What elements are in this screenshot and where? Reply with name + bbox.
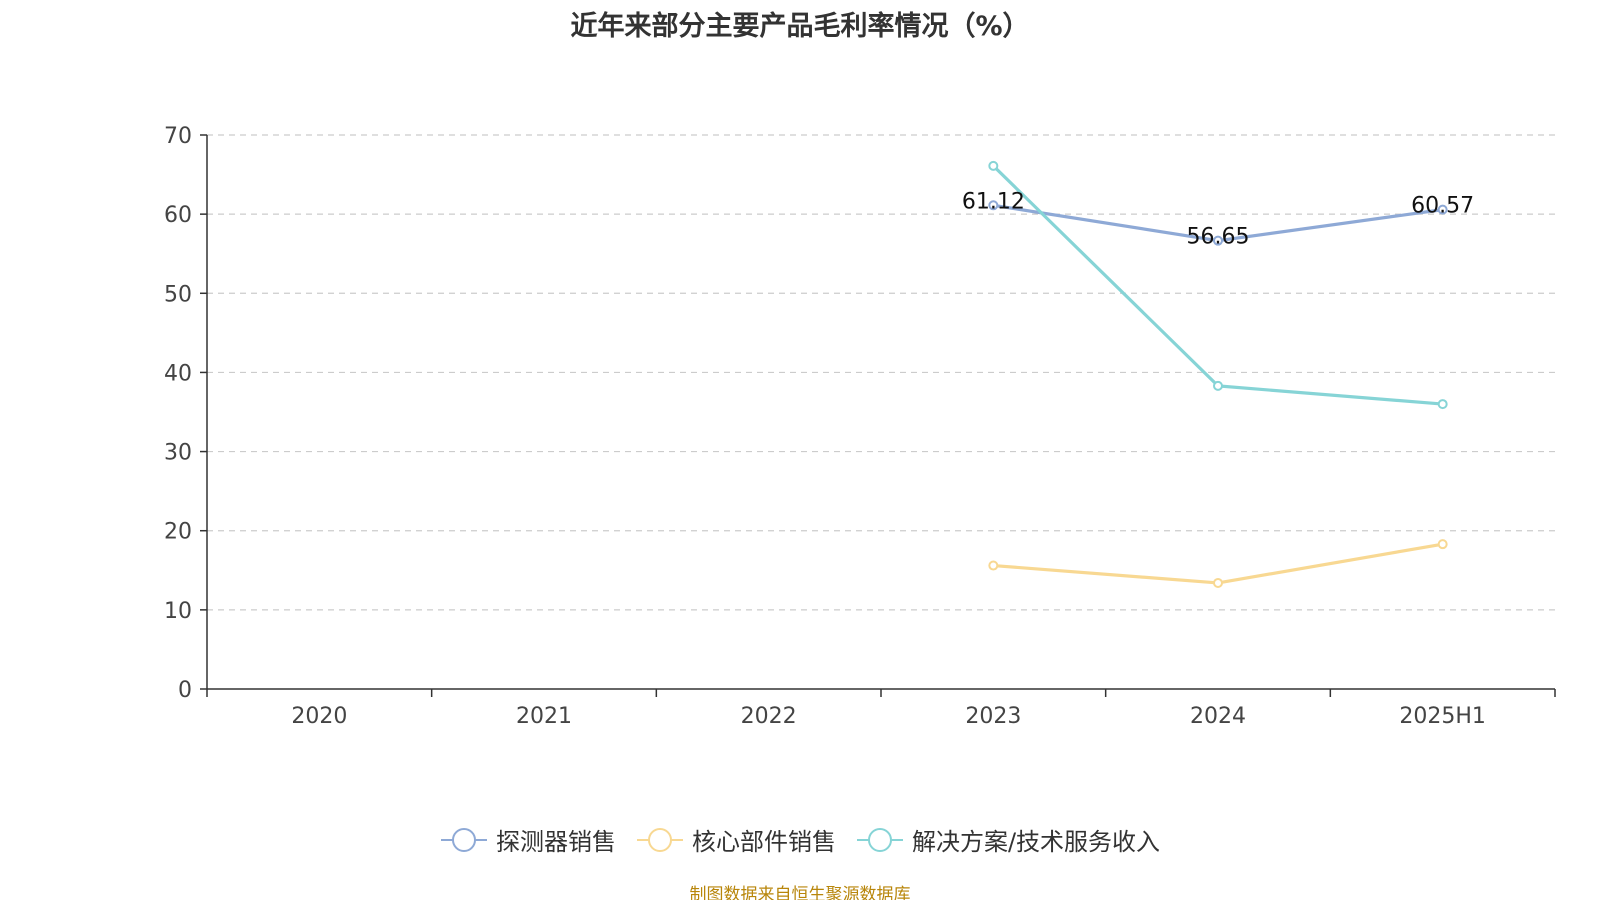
data-point xyxy=(1213,577,1223,588)
legend-marker-icon xyxy=(636,827,683,852)
data-point xyxy=(1437,539,1448,550)
x-tick-label: 2022 xyxy=(741,704,797,729)
chart-title: 近年来部分主要产品毛利率情况（%） xyxy=(570,11,1030,42)
legend-label: 解决方案/技术服务收入 xyxy=(911,828,1161,856)
y-tick-label: 40 xyxy=(164,361,192,386)
series-line-2 xyxy=(993,542,1443,585)
data-label: 61.12 xyxy=(962,189,1025,214)
y-tick-label: 10 xyxy=(164,599,192,624)
data-point xyxy=(988,560,999,571)
x-tick-label: 2025H1 xyxy=(1399,704,1486,729)
y-tick-label: 50 xyxy=(164,282,192,307)
x-tick-label: 2021 xyxy=(516,704,572,729)
data-label: 56.65 xyxy=(1187,225,1250,250)
legend-marker-icon xyxy=(440,827,487,852)
legend-marker-icon xyxy=(856,827,903,852)
data-point xyxy=(1213,235,1223,246)
data-source-note: 制图数据来自恒生聚源数据库 xyxy=(689,885,911,900)
legend-item-2[interactable]: 核心部件销售 xyxy=(636,822,836,857)
y-tick-label: 60 xyxy=(164,203,192,228)
y-tick-label: 30 xyxy=(164,441,192,466)
y-tick-label: 70 xyxy=(164,124,192,149)
data-point xyxy=(1437,399,1448,410)
legend-item-1[interactable]: 探测器销售 xyxy=(440,822,616,857)
data-point xyxy=(1437,204,1448,215)
chart-legend: 探测器销售 核心部件销售 解决方案/技术服务收入 xyxy=(0,822,1600,857)
x-tick-label: 2023 xyxy=(965,704,1021,729)
data-point xyxy=(1213,380,1223,391)
data-point xyxy=(988,200,999,211)
y-tick-label: 0 xyxy=(178,678,192,703)
data-label: 60.57 xyxy=(1411,194,1474,219)
y-tick-label: 20 xyxy=(164,520,192,545)
legend-label: 核心部件销售 xyxy=(691,828,836,856)
legend-item-3[interactable]: 解决方案/技术服务收入 xyxy=(856,822,1160,857)
data-point xyxy=(988,160,999,171)
series-line-3 xyxy=(992,164,1443,406)
x-tick-label: 2020 xyxy=(291,704,347,729)
x-tick-label: 2024 xyxy=(1190,704,1246,729)
legend-label: 探测器销售 xyxy=(495,828,616,856)
